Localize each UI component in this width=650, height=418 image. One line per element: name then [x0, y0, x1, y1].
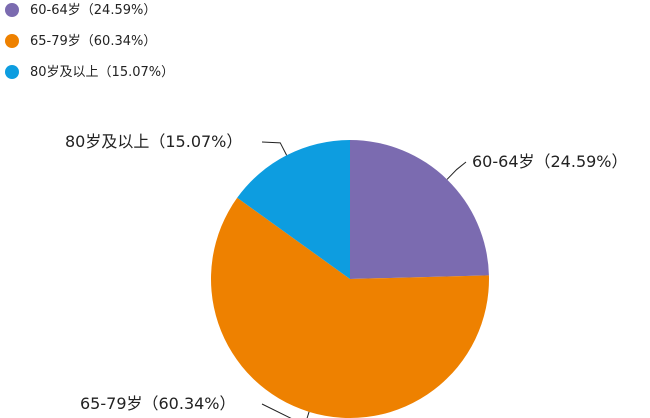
legend-category: 80岁及以上	[30, 65, 99, 80]
slice-label: 65-79岁（60.34%）	[80, 394, 236, 413]
legend-marker	[5, 34, 19, 48]
slice-value: （24.59%）	[535, 152, 628, 171]
slice-value: （15.07%）	[149, 132, 242, 151]
legend-value: （24.59%）	[81, 3, 157, 18]
slice-category: 65-79岁	[80, 394, 143, 413]
legend-category: 65-79岁	[30, 34, 81, 49]
slice-category: 80岁及以上	[65, 132, 149, 151]
pie-slice	[237, 140, 350, 279]
pie-slice	[350, 140, 489, 279]
legend-marker	[5, 3, 19, 17]
legend-label: 60-64岁（24.59%）	[30, 3, 156, 18]
legend-label: 80岁及以上（15.07%）	[30, 65, 174, 80]
slice-label: 60-64岁（24.59%）	[472, 152, 628, 171]
legend-label: 65-79岁（60.34%）	[30, 34, 156, 49]
legend-value: （60.34%）	[81, 34, 157, 49]
leader-line	[261, 141, 288, 156]
leader-line	[446, 161, 467, 180]
legend-category: 60-64岁	[30, 3, 81, 18]
leader-line	[261, 403, 310, 418]
pie-slice	[211, 197, 490, 418]
legend-value: （15.07%）	[99, 65, 175, 80]
slice-category: 60-64岁	[472, 152, 535, 171]
slice-value: （60.34%）	[143, 394, 236, 413]
legend-marker	[5, 65, 19, 79]
slice-label: 80岁及以上（15.07%）	[65, 132, 242, 151]
